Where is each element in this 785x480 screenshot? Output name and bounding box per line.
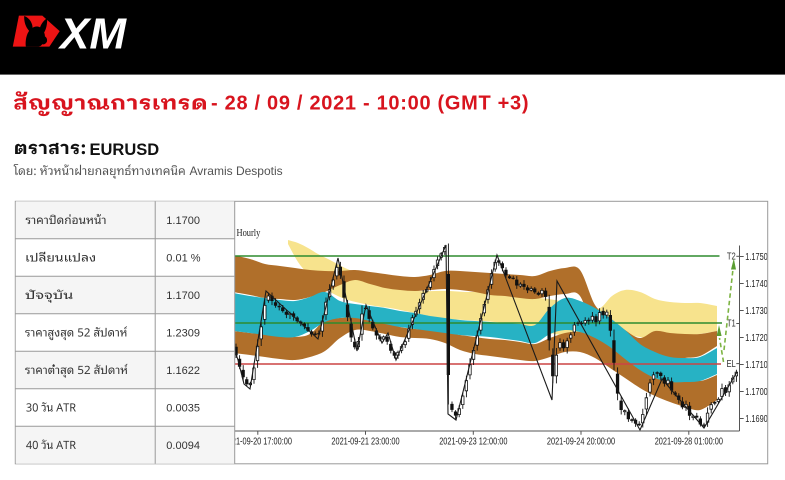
- svg-text:1.1700: 1.1700: [166, 215, 200, 227]
- svg-text:1.1720: 1.1720: [745, 332, 768, 343]
- svg-text:1.1690: 1.1690: [745, 413, 768, 424]
- svg-text:T2: T2: [727, 251, 736, 262]
- svg-text:XM: XM: [57, 10, 127, 59]
- svg-text:0.01 %: 0.01 %: [166, 252, 200, 264]
- svg-text:EL: EL: [726, 358, 735, 369]
- svg-text:1.2309: 1.2309: [166, 327, 200, 339]
- svg-text:0.0094: 0.0094: [166, 440, 200, 452]
- svg-text:2021-09-21 23:00:00: 2021-09-21 23:00:00: [331, 435, 399, 446]
- svg-text:1.1700: 1.1700: [166, 290, 200, 302]
- svg-text:2021-09-24 20:00:00: 2021-09-24 20:00:00: [547, 435, 615, 446]
- svg-text:1.1700: 1.1700: [745, 386, 768, 397]
- svg-text:- 28 / 09 / 2021 - 10:00 (GMT: - 28 / 09 / 2021 - 10:00 (GMT +3): [211, 93, 529, 115]
- svg-text:1.1730: 1.1730: [745, 305, 768, 316]
- svg-text:1.1710: 1.1710: [745, 359, 768, 370]
- svg-text:1.1740: 1.1740: [745, 278, 768, 289]
- svg-text:Hourly: Hourly: [237, 227, 261, 239]
- svg-text:0.0035: 0.0035: [166, 402, 200, 414]
- svg-text:2021-09-28 01:00:00: 2021-09-28 01:00:00: [655, 435, 723, 446]
- svg-text:1.1622: 1.1622: [166, 365, 200, 377]
- svg-text:2021-09-23 12:00:00: 2021-09-23 12:00:00: [439, 435, 507, 446]
- svg-text:2021-09-20 17:00:00: 2021-09-20 17:00:00: [224, 435, 292, 446]
- svg-text:Avramis Despotis: Avramis Despotis: [190, 164, 283, 178]
- svg-text:T1: T1: [727, 318, 736, 329]
- svg-text:EURUSD: EURUSD: [90, 141, 160, 159]
- svg-text:1.1750: 1.1750: [745, 251, 768, 262]
